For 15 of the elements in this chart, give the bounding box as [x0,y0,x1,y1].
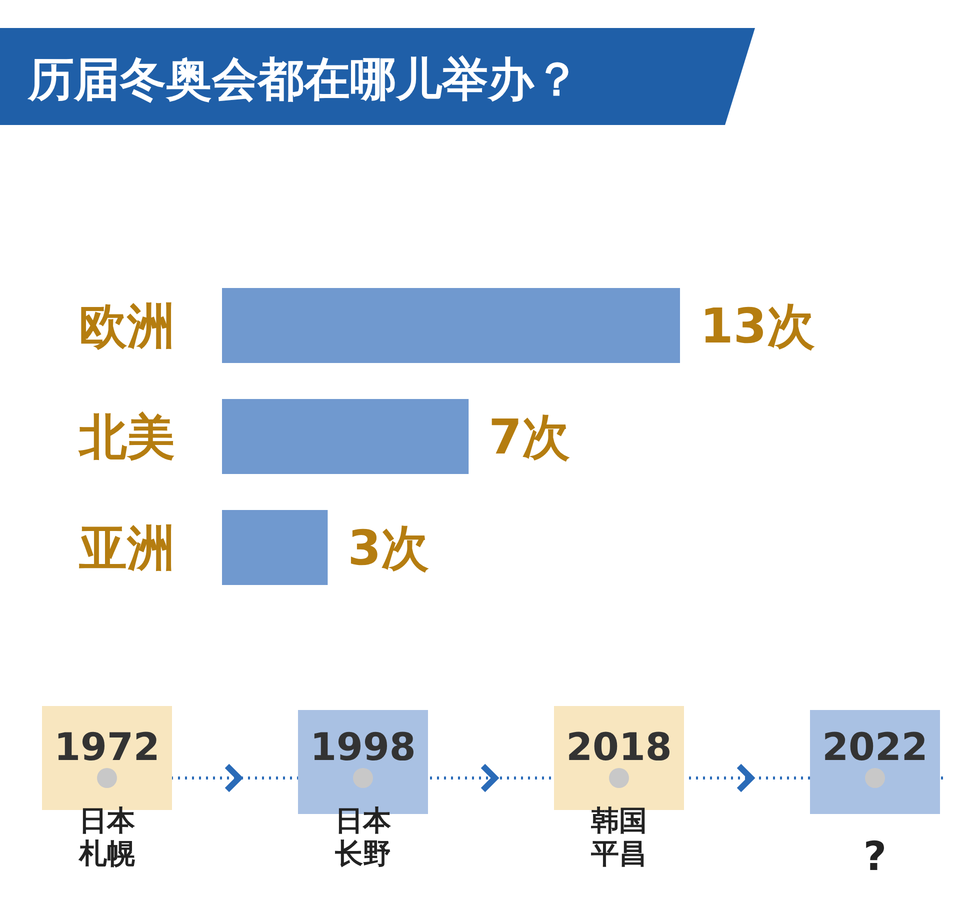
text: ? [863,834,887,880]
text: 日本长野 [334,804,392,870]
data-label: 3次 [348,520,430,576]
y-tick-label: 亚洲 [78,520,175,576]
text: 2018 [566,725,672,769]
data-label: 13次 [700,298,815,354]
text: 1972 [54,725,160,769]
text: 2022 [822,725,928,769]
data-label: 7次 [488,410,570,466]
text: 日本札幌 [78,804,136,870]
y-tick-label: 欧洲 [79,298,175,354]
chart-title: 历届冬奥会都在哪儿举办？ [27,52,580,106]
y-tick-label: 北美 [78,410,175,466]
text: 1998 [310,725,416,769]
text: 韩国平昌 [590,804,647,870]
